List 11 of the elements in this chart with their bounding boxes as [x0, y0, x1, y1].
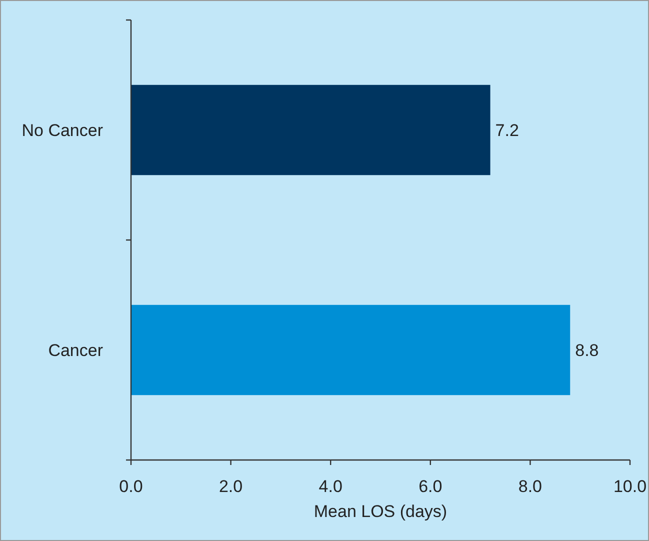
- y-tick-label: No Cancer: [22, 120, 104, 140]
- x-tick-label: 4.0: [318, 477, 342, 496]
- y-tick-label: Cancer: [48, 340, 104, 360]
- x-tick-label: 2.0: [218, 477, 243, 496]
- x-tick-label: 6.0: [418, 477, 442, 496]
- x-axis-title: Mean LOS (days): [314, 502, 448, 521]
- x-tick-label: 0.0: [119, 477, 143, 496]
- x-tick-label: 10.0: [613, 477, 647, 496]
- data-label: 8.8: [575, 340, 599, 360]
- data-label: 7.2: [495, 120, 519, 140]
- x-tick-label: 8.0: [518, 477, 542, 496]
